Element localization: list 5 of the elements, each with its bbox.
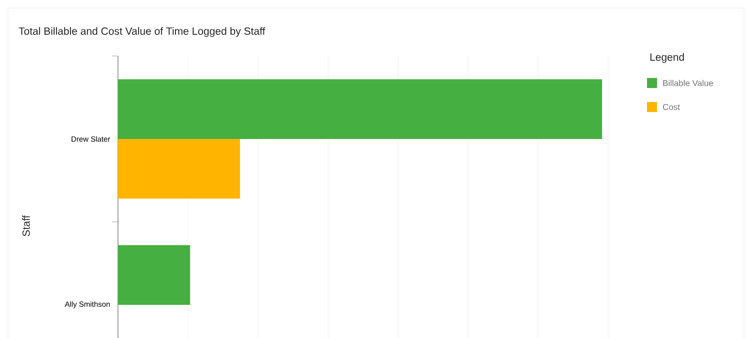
legend-label: Cost	[662, 104, 680, 110]
chart-title: Total Billable and Cost Value of Time Logged by Staff	[18, 27, 266, 37]
legend-title: Legend	[650, 53, 684, 63]
legend-label: Billable Value	[663, 80, 714, 86]
y-axis-title: Staff	[22, 215, 30, 236]
